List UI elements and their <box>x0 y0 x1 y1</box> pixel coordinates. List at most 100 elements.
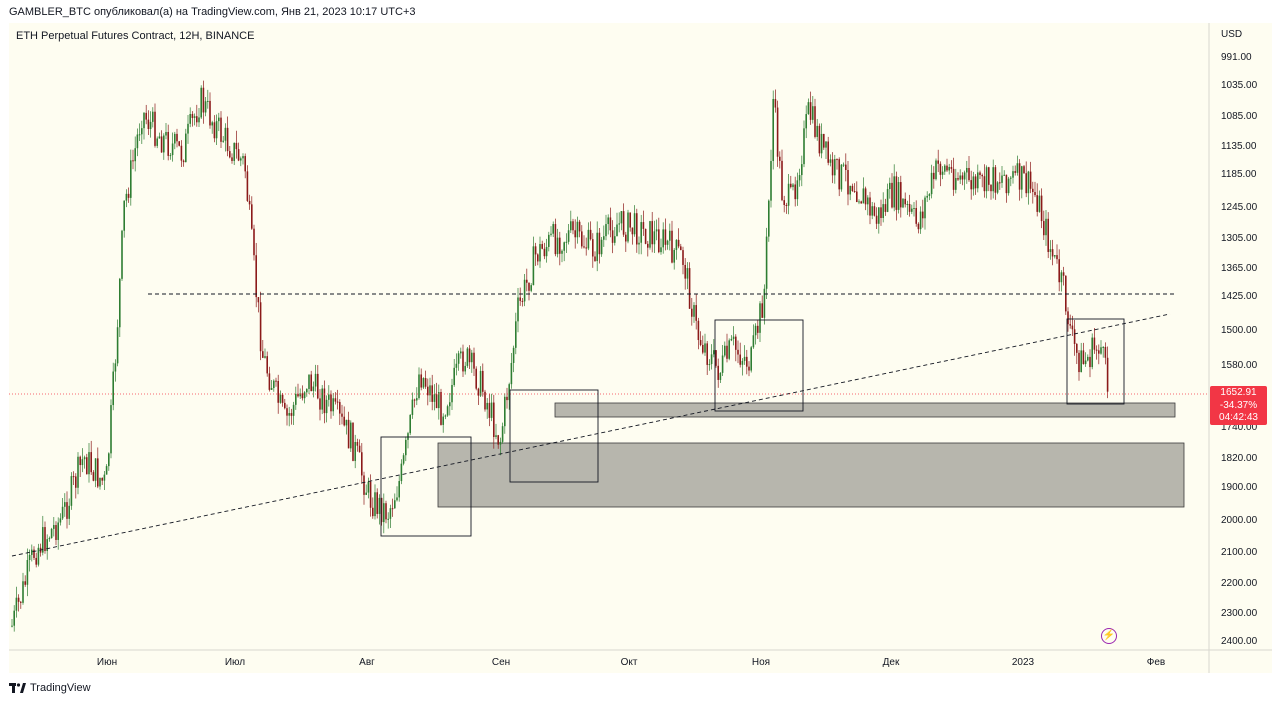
candle-body <box>893 176 895 208</box>
candle-body <box>801 164 803 176</box>
candle-body <box>165 131 167 136</box>
candle-body <box>299 393 301 397</box>
candle-body <box>539 244 541 262</box>
candle-body <box>600 239 603 255</box>
candle-body <box>970 180 972 190</box>
candle-body <box>42 527 44 553</box>
candle-body <box>341 413 343 417</box>
candle-body <box>123 200 125 231</box>
candle-body <box>996 182 999 193</box>
candle-body <box>20 601 22 603</box>
tradingview-logo[interactable]: TradingView <box>9 682 91 694</box>
candle-body <box>880 207 882 219</box>
last-price-badge: 1652.91 -34.37% 04:42:43 <box>1210 386 1267 425</box>
candle-body <box>750 347 752 371</box>
candle-body <box>110 405 112 454</box>
candle-body <box>1076 343 1078 353</box>
highlight-box-2[interactable] <box>509 389 599 483</box>
candle-body <box>105 466 108 475</box>
candle-body <box>897 182 900 210</box>
candle-body <box>1014 171 1016 173</box>
candle-body <box>339 402 341 414</box>
candle-body <box>398 481 400 498</box>
candle-body <box>829 159 832 163</box>
candle-body <box>697 320 700 341</box>
candle-body <box>121 230 123 279</box>
candle-body <box>70 476 73 506</box>
candle-body <box>231 157 233 161</box>
candle-body <box>453 367 455 385</box>
highlight-box-4[interactable] <box>1066 318 1125 405</box>
candle-body <box>851 185 854 192</box>
price-tick-label: 2400.00 <box>1221 636 1258 647</box>
candle-body <box>321 388 323 410</box>
price-tick-label: 1035.00 <box>1221 80 1258 91</box>
candle-body <box>251 204 253 229</box>
currency-label[interactable]: USD <box>1221 29 1243 40</box>
candle-body <box>176 133 178 142</box>
candle-body <box>904 198 906 205</box>
candle-body <box>116 327 119 364</box>
candle-body <box>347 419 350 449</box>
candle-body <box>695 305 697 321</box>
candle-body <box>365 492 367 495</box>
candle-body <box>490 402 493 418</box>
candle-body <box>869 197 871 216</box>
candle-body <box>561 250 563 254</box>
candle-body <box>519 297 521 301</box>
candle-body <box>26 560 29 585</box>
candle-body <box>473 352 475 369</box>
candle-body <box>655 229 658 232</box>
candle-body <box>281 394 284 403</box>
candle-body <box>710 354 713 365</box>
highlight-box-1[interactable] <box>380 436 472 537</box>
candle-body <box>772 99 774 161</box>
candle-body <box>1038 195 1041 212</box>
candle-body <box>959 175 961 180</box>
candle-body <box>950 166 953 169</box>
candle-body <box>570 221 572 231</box>
candle-body <box>68 505 70 519</box>
candle-body <box>1003 174 1005 176</box>
candle-body <box>55 525 57 540</box>
candle-body <box>521 300 524 302</box>
demand-zone-lower[interactable] <box>437 442 1185 508</box>
demand-zone-upper[interactable] <box>554 402 1176 418</box>
candle-body <box>413 399 416 401</box>
candle-body <box>81 459 84 466</box>
candle-body <box>396 497 398 501</box>
symbol-title[interactable]: ETH Perpetual Futures Contract, 12H, BIN… <box>16 30 255 42</box>
candle-body <box>143 112 145 129</box>
candle-body <box>147 119 150 130</box>
candle-body <box>906 203 909 205</box>
candle-body <box>814 106 816 137</box>
candle-body <box>389 508 392 519</box>
highlight-box-3[interactable] <box>714 319 804 412</box>
candle-body <box>242 156 244 159</box>
price-tick-label: 991.00 <box>1221 52 1252 63</box>
candle-body <box>895 176 898 210</box>
candle-body <box>1051 249 1054 257</box>
lightning-icon[interactable]: ⚡ <box>1101 628 1117 644</box>
candle-body <box>1073 329 1076 344</box>
candle-body <box>248 200 251 205</box>
candle-body <box>28 554 31 561</box>
candle-body <box>464 365 466 372</box>
candle-body <box>534 246 537 255</box>
candle-body <box>13 610 15 626</box>
candle-body <box>369 481 372 508</box>
candle-body <box>317 373 319 399</box>
candle-body <box>1023 166 1025 174</box>
trendline-dashed[interactable] <box>11 313 1171 557</box>
candle-body <box>825 141 827 148</box>
candle-body <box>594 256 596 262</box>
candle-body <box>849 185 851 195</box>
candle-body <box>979 172 981 176</box>
candle-body <box>504 396 506 427</box>
candle-body <box>259 302 262 352</box>
candle-body <box>550 233 552 235</box>
candle-body <box>671 230 673 263</box>
candle-body <box>264 356 266 358</box>
candle-body <box>523 279 526 302</box>
